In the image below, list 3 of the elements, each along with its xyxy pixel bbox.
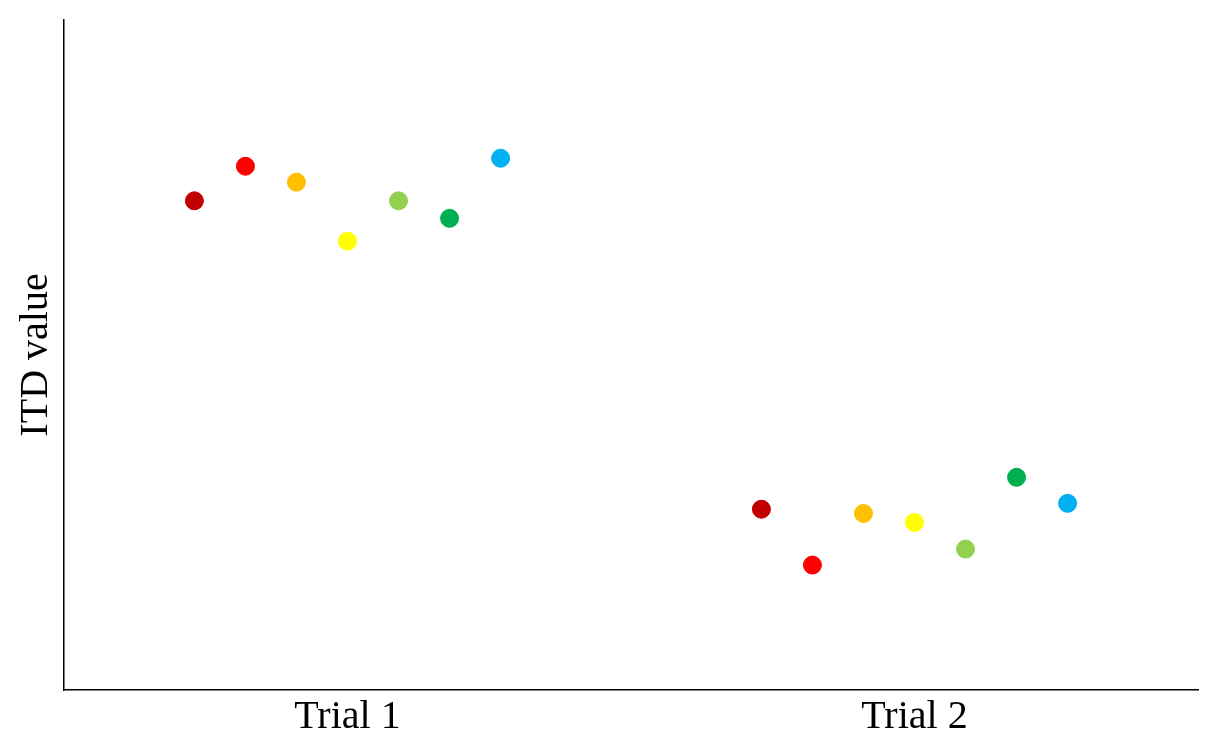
y-axis-title: ITD value [10, 273, 56, 437]
x-tick-label: Trial 1 [294, 691, 401, 737]
x-tick-label: Trial 2 [861, 691, 968, 737]
